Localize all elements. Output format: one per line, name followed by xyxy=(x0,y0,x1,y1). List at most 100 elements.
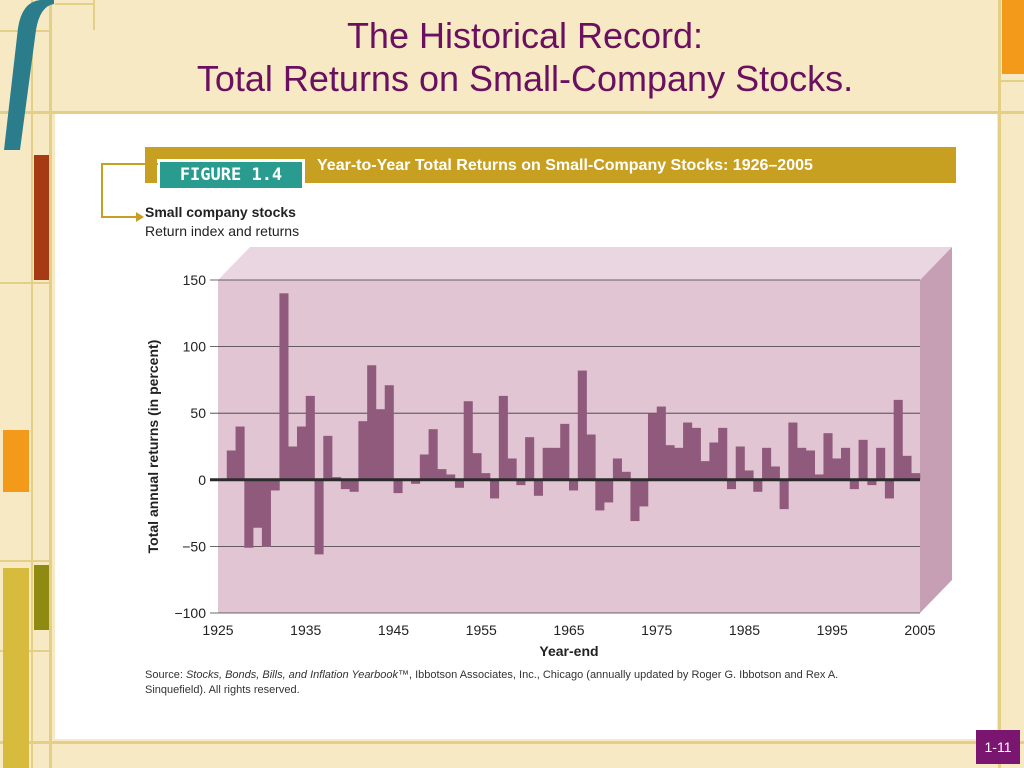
y-tick-label: 50 xyxy=(190,405,206,421)
bar xyxy=(226,450,236,480)
bar xyxy=(867,479,877,486)
bar xyxy=(261,479,271,547)
bar xyxy=(612,458,622,480)
bar xyxy=(253,479,263,528)
bar xyxy=(823,433,833,480)
bar xyxy=(393,479,403,494)
returns-bar-chart: −100 −50 0 50 100 150 1925 1935 1945 1955 1965 197… xyxy=(145,247,952,659)
bar xyxy=(323,435,333,480)
bar xyxy=(525,437,535,480)
bar xyxy=(805,450,815,480)
bar xyxy=(542,447,552,480)
bar xyxy=(753,479,763,492)
gridlines xyxy=(210,279,920,614)
bar xyxy=(507,458,517,480)
teal-swoosh xyxy=(4,0,54,150)
bar xyxy=(718,427,728,480)
bar xyxy=(446,474,456,480)
bar xyxy=(788,422,798,480)
bar xyxy=(744,470,754,480)
bar xyxy=(797,447,807,480)
bar xyxy=(481,473,491,480)
bar xyxy=(454,479,464,488)
bar xyxy=(604,479,614,503)
bar xyxy=(437,469,447,480)
bar xyxy=(849,479,859,490)
frame-line-h6 xyxy=(55,3,95,5)
chart-subtitle-bold: Small company stocks xyxy=(145,204,296,220)
bar xyxy=(305,395,315,480)
deco-orange-right xyxy=(1002,0,1024,74)
bar xyxy=(279,293,289,480)
frame-line-left2 xyxy=(31,0,33,768)
bar xyxy=(419,454,429,480)
x-tick-label: 2005 xyxy=(904,622,935,638)
bar xyxy=(569,479,579,491)
slide-title-line2: Total Returns on Small-Company Stocks. xyxy=(196,58,854,99)
bar xyxy=(735,446,745,480)
deco-orange-block xyxy=(3,430,29,492)
x-tick-label: 1925 xyxy=(202,622,233,638)
y-axis-label: Total annual returns (in percent) xyxy=(145,340,161,554)
slide-title-line1: The Historical Record: xyxy=(346,15,704,56)
bar xyxy=(762,447,772,480)
source-rest: ™, Ibbotson Associates, Inc., Chicago (a… xyxy=(145,669,839,696)
figure-badge: FIGURE 1.4 xyxy=(157,159,305,191)
x-tick-label: 1935 xyxy=(290,622,321,638)
y-tick-label: −100 xyxy=(174,605,206,621)
deco-yellow-block xyxy=(3,568,29,768)
plot-side-face xyxy=(920,247,952,613)
bar xyxy=(516,479,526,486)
x-axis-label: Year-end xyxy=(539,643,598,659)
source-prefix: Source: xyxy=(145,669,186,681)
bar xyxy=(349,479,359,492)
frame-line-h3 xyxy=(0,560,50,562)
bar xyxy=(463,401,473,480)
bar xyxy=(288,446,298,480)
bar xyxy=(709,442,719,480)
bar xyxy=(876,447,886,480)
bar xyxy=(314,479,324,555)
bar xyxy=(375,409,386,480)
bar xyxy=(656,406,666,480)
bar xyxy=(902,455,912,480)
bar xyxy=(384,385,394,480)
x-tick-label: 1975 xyxy=(641,622,672,638)
figure-bracket-arrow xyxy=(101,163,158,222)
x-tick-label: 1965 xyxy=(553,622,584,638)
frame-line-v6 xyxy=(93,0,95,30)
bar xyxy=(832,458,842,480)
bar xyxy=(296,426,307,480)
bar xyxy=(911,473,921,480)
y-tick-label: 150 xyxy=(183,272,207,288)
deco-red-block xyxy=(34,155,49,280)
bar xyxy=(621,471,631,480)
figure-heading: Year-to-Year Total Returns on Small-Comp… xyxy=(317,157,813,174)
slide-title: The Historical Record: Total Returns on … xyxy=(60,14,990,100)
bar xyxy=(490,479,500,499)
frame-line-top xyxy=(0,111,1024,114)
frame-line-left xyxy=(49,0,52,768)
bar xyxy=(691,427,701,480)
bar xyxy=(411,479,421,484)
x-tick-label: 1945 xyxy=(378,622,409,638)
bar xyxy=(560,423,570,480)
bars xyxy=(218,293,921,555)
x-tick-labels: 1925 1935 1945 1955 1965 1975 1985 1995 2005 xyxy=(202,622,935,638)
plot-top-face xyxy=(218,247,952,280)
y-tick-label: −50 xyxy=(182,538,206,554)
page-number: 1-11 xyxy=(976,730,1020,764)
bar xyxy=(595,479,605,511)
bar xyxy=(630,479,640,522)
bar xyxy=(726,479,737,490)
bar xyxy=(770,466,780,480)
x-tick-label: 1995 xyxy=(817,622,848,638)
y-tick-label: 0 xyxy=(198,472,206,488)
frame-line-right xyxy=(998,0,1001,768)
bar xyxy=(683,422,693,480)
bar xyxy=(367,365,377,480)
bar xyxy=(586,434,596,480)
bar xyxy=(814,474,824,480)
bar xyxy=(779,479,789,510)
source-note: Source: Stocks, Bonds, Bills, and Inflat… xyxy=(145,668,875,698)
